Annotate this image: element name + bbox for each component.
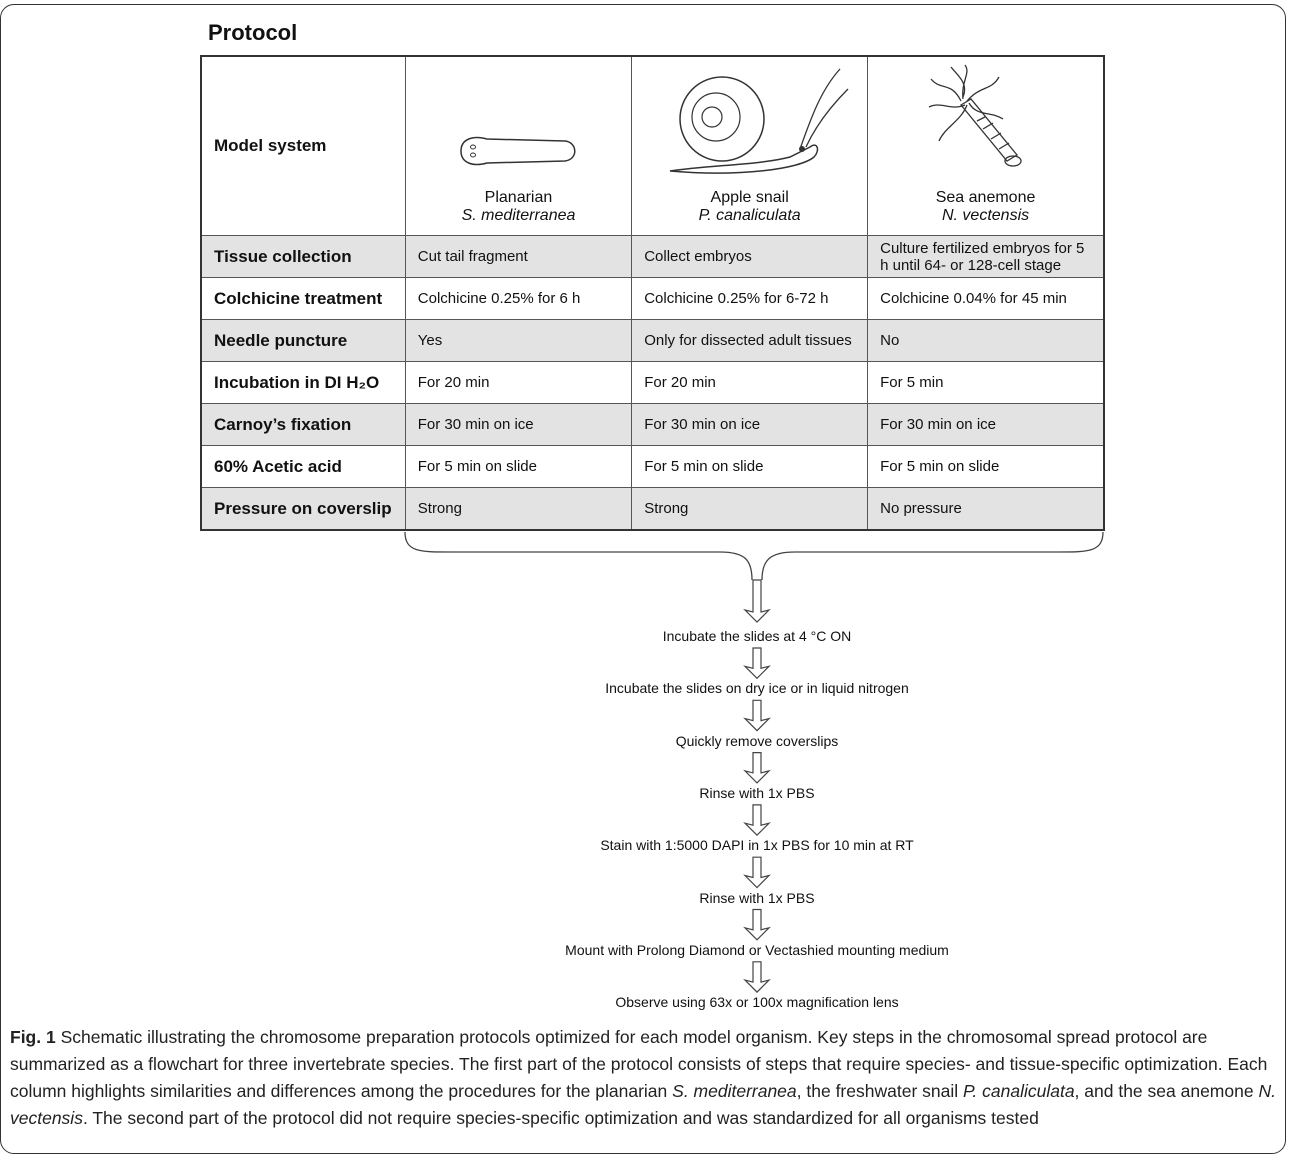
table-cell: For 5 min on slide — [867, 445, 1105, 488]
flow-step: Quickly remove coverslips — [675, 732, 839, 749]
table-cell: For 30 min on ice — [867, 403, 1105, 446]
table-cell: Collect embryos — [631, 235, 869, 278]
common-name: Sea anemone — [935, 189, 1036, 206]
figure-title: Protocol — [208, 20, 298, 45]
arrow — [743, 647, 771, 680]
table-cell: For 20 min — [404, 361, 633, 404]
table-cell: For 30 min on ice — [631, 403, 869, 446]
flow-step: Rinse with 1x PBS — [699, 889, 815, 906]
header-row: Model system Planarian S. mediterranea — [200, 55, 1105, 236]
protocol-table: Model system Planarian S. mediterranea — [200, 55, 1105, 531]
species-name: P. canaliculata — [698, 207, 801, 224]
figure-frame — [0, 4, 1286, 1154]
arrow — [743, 699, 771, 732]
table-cell: Colchicine 0.04% for 45 min — [867, 277, 1105, 320]
caption-text: , and the sea anemone — [1074, 1081, 1259, 1101]
table-cell: Strong — [631, 487, 869, 531]
row-label: Tissue collection — [200, 235, 406, 278]
caption-text: Schematic illustrating the chromosome pr… — [10, 1027, 1268, 1101]
arrow — [743, 579, 771, 623]
arrow — [743, 804, 771, 837]
planarian-drawing — [460, 136, 576, 166]
table-cell: For 5 min on slide — [404, 445, 633, 488]
species-name: N. vectensis — [941, 207, 1030, 224]
table-row: Incubation in DI H₂O For 20 min For 20 min… — [200, 361, 1105, 404]
flow-step: Rinse with 1x PBS — [699, 784, 815, 801]
flow-step: Incubate the slides at 4 °C ON — [662, 628, 852, 644]
arrow — [743, 752, 771, 784]
table-cell: Strong — [404, 487, 633, 531]
table-row: 60% Acetic acid For 5 min on slide For 5 m… — [200, 445, 1105, 488]
row-label: Incubation in DI H₂O — [200, 361, 406, 404]
table-cell: Yes — [404, 319, 633, 362]
caption-text: N. vectensis — [10, 1081, 1276, 1128]
caption-text: . The second part of the protocol did no… — [82, 1108, 1039, 1128]
snail-drawing — [669, 68, 849, 174]
table-cell: Cut tail fragment — [404, 235, 633, 278]
row-label: 60% Acetic acid — [200, 445, 406, 488]
flow-step: Observe using 63x or 100x magnification … — [615, 994, 899, 1011]
anemone-drawing — [928, 64, 1022, 167]
caption-text: , the freshwater snail — [796, 1081, 963, 1101]
flow-step: Incubate the slides on dry ice or in liq… — [605, 680, 909, 697]
row-label: Carnoy’s fixation — [200, 403, 406, 446]
species-name: S. mediterranea — [461, 207, 576, 224]
table-cell: For 5 min — [867, 361, 1105, 404]
table-cell: For 5 min on slide — [631, 445, 869, 488]
table-cell: Colchicine 0.25% for 6-72 h — [631, 277, 869, 320]
row-label: Needle puncture — [200, 319, 406, 362]
column-header: Sea anemone N. vectensis — [867, 55, 1105, 236]
table-row: Carnoy’s fixation For 30 min on ice For 30… — [200, 403, 1105, 446]
row-label: Model system — [200, 55, 406, 236]
table-row: Colchicine treatment Colchicine 0.25% for… — [200, 277, 1105, 320]
column-header: Apple snail P. canaliculata — [631, 55, 869, 236]
table-cell: No — [867, 319, 1105, 362]
common-name: Apple snail — [710, 189, 789, 206]
column-header: Planarian S. mediterranea — [404, 55, 633, 236]
common-name: Planarian — [484, 189, 553, 206]
table-cell: No pressure — [867, 487, 1105, 531]
flow-step: Stain with 1:5000 DAPI in 1x PBS for 10 … — [600, 837, 914, 854]
caption-text: S. mediterranea — [672, 1081, 797, 1101]
arrow — [743, 908, 771, 941]
arrow — [743, 961, 771, 993]
table-row: Pressure on coverslip Strong Strong No pres… — [200, 487, 1105, 531]
caption-label: Fig. 1 — [10, 1027, 56, 1047]
table-cell: Culture fertilized embryos for 5 h until… — [867, 235, 1105, 278]
arrow — [743, 856, 771, 889]
table-row: Tissue collection Cut tail fragment Collec… — [200, 235, 1105, 278]
flow-step: Mount with Prolong Diamond or Vectashied… — [565, 941, 949, 958]
row-label: Pressure on coverslip — [200, 487, 406, 531]
figure-caption: Fig. 1 Schematic illustrating the chromo… — [10, 1024, 1282, 1132]
caption-text: P. canaliculata — [962, 1081, 1075, 1101]
